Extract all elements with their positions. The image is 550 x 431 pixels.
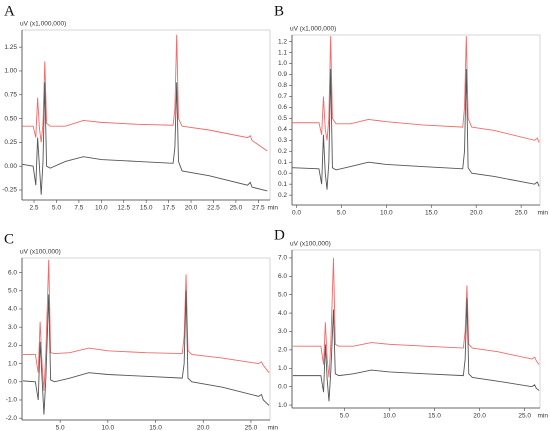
panel: CuV (x100,000) -2.0 -1.0 0.0 1.0 2.0 3.0 4.0 5.0…: [4, 231, 278, 431]
y-tick-label: 7.0: [278, 255, 287, 262]
x-axis-label: min: [538, 210, 549, 217]
y-tick-label: 6.0: [278, 273, 287, 280]
trace: [22, 259, 270, 391]
y-tick-label: -1.0: [6, 397, 18, 404]
y-tick-label: 0.1: [278, 181, 287, 188]
y-tick-label: 4.0: [278, 310, 287, 317]
panel-label: A: [4, 3, 15, 19]
y-tick-label: 0.6: [278, 104, 287, 111]
y-tick-label: 0.8: [278, 82, 287, 89]
y-axis-label: uV (x1,000,000): [20, 21, 66, 28]
x-tick-label: 17.5: [162, 205, 175, 212]
x-tick-label: 15.0: [140, 205, 153, 212]
x-tick-label: 20.0: [185, 205, 198, 212]
x-tick-label: 20.0: [470, 210, 483, 217]
y-axis-label: uV (x1,000,000): [290, 26, 336, 33]
x-tick-label: 25.0: [518, 413, 531, 420]
y-tick-label: 0.7: [278, 93, 287, 100]
y-tick-label: 2.0: [8, 342, 17, 349]
y-tick-label: 0.0: [278, 170, 287, 177]
y-tick-label: 0.0: [8, 378, 17, 385]
y-tick-label: 0.4: [278, 126, 287, 133]
panel-label: D: [274, 227, 285, 243]
y-tick-label: 1.0: [278, 402, 287, 409]
trace: [291, 68, 540, 190]
trace: [22, 82, 268, 195]
trace: [292, 36, 540, 143]
y-tick-label: 5.0: [8, 287, 17, 294]
trace: [292, 298, 540, 402]
y-tick-label: 1.0: [8, 360, 17, 367]
y-tick-label: 0.3: [278, 137, 287, 144]
x-tick-label: 2.5: [29, 205, 38, 212]
x-tick-label: 15.0: [428, 413, 441, 420]
x-axis-label: min: [268, 425, 279, 431]
x-tick-label: 22.5: [207, 205, 220, 212]
y-tick-label: 1.0: [278, 60, 287, 67]
x-tick-label: 20.0: [197, 425, 210, 431]
y-tick-label: 0.9: [278, 71, 287, 78]
x-tick-label: 15.0: [149, 425, 162, 431]
y-axis-label: uV (x100,000): [20, 249, 61, 256]
x-tick-label: 7.5: [74, 205, 83, 212]
y-tick-label: 0.00: [4, 163, 17, 170]
y-tick-label: 6.0: [8, 269, 17, 276]
plot-frame: [21, 257, 271, 421]
y-tick-label: 1.00: [4, 68, 17, 75]
trace: [22, 290, 270, 415]
x-tick-label: 5.0: [340, 413, 349, 420]
y-tick-label: 3.0: [8, 324, 17, 331]
x-tick-label: 10.0: [383, 413, 396, 420]
x-tick-label: 25.0: [230, 205, 243, 212]
y-tick-label: 1.1: [278, 49, 287, 56]
y-tick-label: 2.0: [278, 347, 287, 354]
x-tick-label: 12.5: [117, 205, 130, 212]
x-axis-label: min: [268, 205, 279, 212]
trace: [292, 257, 540, 378]
x-tick-label: 27.5: [252, 205, 265, 212]
y-tick-label: 0.25: [4, 139, 17, 146]
x-tick-label: 15.0: [425, 210, 438, 217]
y-tick-label: 0.0: [278, 383, 287, 390]
x-tick-label: 25.0: [245, 425, 258, 431]
panel-label: B: [274, 3, 284, 19]
x-tick-label: 10.0: [380, 210, 393, 217]
y-tick-label: 1.0: [278, 365, 287, 372]
y-tick-label: 0.75: [4, 91, 17, 98]
y-tick-label: 5.0: [278, 291, 287, 298]
panel: DuV (x100,000) 1.0 0.0 1.0 2.0 3.0 4.0 5.0 6.0 7.…: [274, 227, 548, 419]
panel-label: C: [4, 231, 14, 247]
plot-frame: [291, 249, 541, 409]
x-tick-label: 10.0: [102, 425, 115, 431]
plot-frame: [291, 34, 541, 206]
y-tick-label: 1.25: [4, 44, 17, 51]
y-tick-label: 1.2: [278, 38, 287, 45]
trace: [22, 34, 268, 152]
y-tick-label: 0.1: [278, 159, 287, 166]
y-tick-label: -0.25: [2, 187, 17, 194]
y-tick-label: 0.50: [4, 115, 17, 122]
x-tick-label: 5.0: [56, 425, 65, 431]
y-axis-label: uV (x100,000): [290, 241, 331, 248]
x-tick-label: 10.0: [95, 205, 108, 212]
x-tick-label: 5.0: [52, 205, 61, 212]
y-tick-label: 3.0: [278, 328, 287, 335]
panel: AuV (x1,000,000) -0.25 0.00 0.25 0.50 0.75 1.0…: [2, 3, 278, 211]
x-tick-label: 25.0: [515, 210, 528, 217]
y-tick-label: 0.2: [278, 192, 287, 199]
y-tick-label: 0.2: [278, 148, 287, 155]
panel: BuV (x1,000,000) 0.2 0.1 0.0 0.1 0.2 0.3 0.4 0.5…: [274, 3, 548, 216]
x-axis-label: min: [538, 413, 549, 420]
y-tick-label: -2.0: [6, 415, 18, 422]
plot-frame: [21, 29, 271, 201]
y-tick-label: 0.5: [278, 115, 287, 122]
x-tick-label: 5.0: [337, 210, 346, 217]
y-tick-label: 4.0: [8, 306, 17, 313]
x-tick-label: 20.0: [473, 413, 486, 420]
x-tick-label: 0.0: [292, 210, 301, 217]
